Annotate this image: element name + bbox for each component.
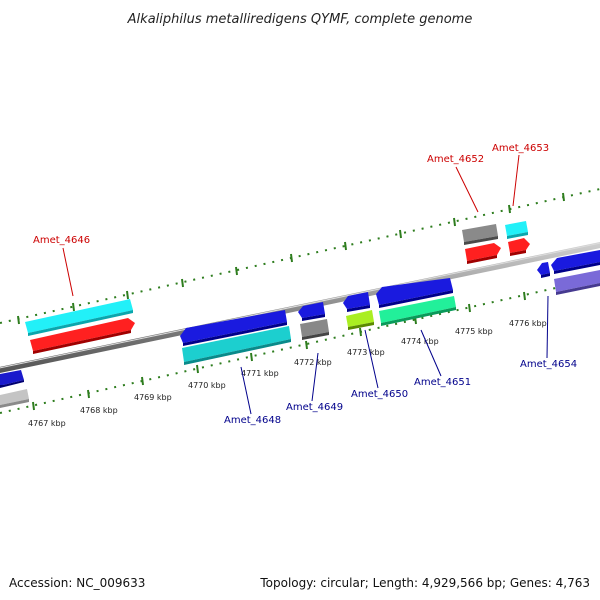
gene-arrow xyxy=(376,278,453,308)
kbp-label: 4767 kbp xyxy=(28,419,66,428)
kbp-label: 4768 kbp xyxy=(80,406,118,415)
gene-arrow xyxy=(379,296,456,326)
gene-arrow xyxy=(298,302,325,321)
gene-label-forward: Amet_4646 xyxy=(33,235,90,246)
gene-arrow xyxy=(346,310,374,330)
accession-text: Accession: NC_009633 xyxy=(9,576,145,590)
reverse-tick-line xyxy=(0,277,600,414)
gene-label-forward: Amet_4652 xyxy=(427,154,484,165)
gene-label-reverse: Amet_4648 xyxy=(224,415,281,426)
gene-arrow xyxy=(551,250,600,274)
gene-arrow xyxy=(554,270,600,295)
kbp-label: 4774 kbp xyxy=(401,337,439,346)
genome-backbone xyxy=(0,242,600,373)
kbp-label: 4775 kbp xyxy=(455,327,493,336)
gene-arrow xyxy=(465,243,501,264)
gene-arrow xyxy=(0,389,29,408)
gene-arrow xyxy=(25,299,133,336)
gene-label-forward: Amet_4653 xyxy=(492,143,549,154)
gene-arrow xyxy=(505,221,528,239)
kbp-label: 4773 kbp xyxy=(347,348,385,357)
gene-arrow xyxy=(343,292,370,312)
kbp-label: 4771 kbp xyxy=(241,369,279,378)
kbp-label: 4776 kbp xyxy=(509,319,547,328)
map-title: Alkaliphilus metalliredigens QYMF, compl… xyxy=(127,12,473,27)
gene-arrow xyxy=(0,370,24,388)
gene-label-reverse: Amet_4654 xyxy=(520,359,577,370)
kbp-label: 4772 kbp xyxy=(294,358,332,367)
forward-tick-line xyxy=(0,188,600,325)
gene-label-reverse: Amet_4651 xyxy=(414,377,471,388)
gene-arrow xyxy=(462,224,498,245)
kbp-label: 4769 kbp xyxy=(134,393,172,402)
gene-label-reverse: Amet_4650 xyxy=(351,389,408,400)
gene-arrow xyxy=(537,262,550,278)
kbp-axis-labels: 4767 kbp 4768 kbp 4769 kbp 4770 kbp 4771… xyxy=(28,319,547,428)
gene-features xyxy=(0,221,600,408)
topology-text: Topology: circular; Length: 4,929,566 bp… xyxy=(259,576,590,590)
gene-arrow xyxy=(300,319,329,340)
gene-arrow xyxy=(508,238,530,256)
gene-arrow xyxy=(180,310,287,346)
gene-arrow xyxy=(182,326,291,365)
label-leader-lines xyxy=(62,154,549,415)
gene-labels: Amet_4646 Amet_4652 Amet_4653 Amet_4648 … xyxy=(33,143,577,426)
kbp-label: 4770 kbp xyxy=(188,381,226,390)
gene-arrow xyxy=(30,318,135,354)
gene-label-reverse: Amet_4649 xyxy=(286,402,343,413)
